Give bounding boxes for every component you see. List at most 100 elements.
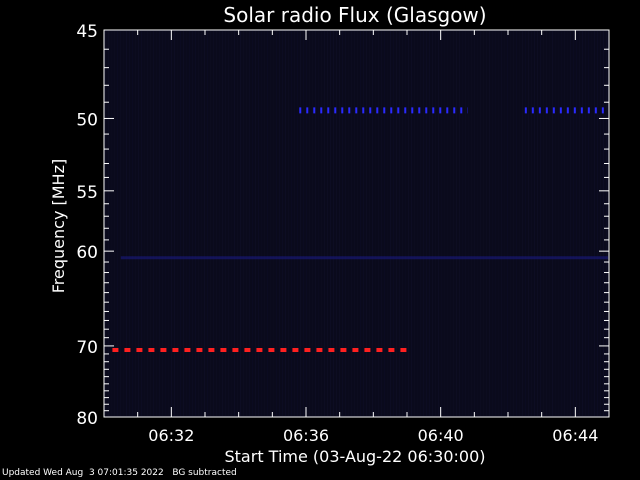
- noise-column: [273, 31, 274, 416]
- noise-column: [543, 31, 544, 416]
- noise-column: [432, 31, 433, 416]
- noise-column: [549, 31, 550, 416]
- noise-column: [417, 31, 418, 416]
- emission-features: [112, 107, 608, 352]
- footer-status: Updated Wed Aug 3 07:01:35 2022 BG subtr…: [2, 468, 237, 478]
- x-axis-label: Start Time (03-Aug-22 06:30:00): [225, 447, 486, 466]
- noise-column: [603, 31, 604, 416]
- noise-column: [267, 31, 268, 416]
- noise-column: [555, 31, 556, 416]
- noise-column: [237, 31, 238, 416]
- noise-column: [435, 31, 436, 416]
- noise-column: [195, 31, 196, 416]
- noise-column: [600, 31, 601, 416]
- noise-column: [546, 31, 547, 416]
- noise-column: [339, 31, 340, 416]
- noise-column: [405, 31, 406, 416]
- noise-column: [234, 31, 235, 416]
- noise-column: [126, 31, 127, 416]
- noise-column: [480, 31, 481, 416]
- y-tick-label: 80: [76, 409, 98, 429]
- noise-column: [540, 31, 541, 416]
- noise-column: [249, 31, 250, 416]
- noise-column: [516, 31, 517, 416]
- y-tick-label: 60: [76, 243, 98, 263]
- noise-column: [462, 31, 463, 416]
- noise-column: [159, 31, 160, 416]
- noise-column: [438, 31, 439, 416]
- noise-column: [504, 31, 505, 416]
- noise-column: [378, 31, 379, 416]
- noise-column: [489, 31, 490, 416]
- noise-column: [552, 31, 553, 416]
- noise-column: [132, 31, 133, 416]
- noise-column: [297, 31, 298, 416]
- noise-column: [117, 31, 118, 416]
- noise-column: [471, 31, 472, 416]
- noise-column: [228, 31, 229, 416]
- noise-column: [153, 31, 154, 416]
- noise-column: [444, 31, 445, 416]
- noise-column: [441, 31, 442, 416]
- noise-column: [390, 31, 391, 416]
- y-axis-label: Frequency [MHz]: [49, 159, 68, 293]
- noise-column: [351, 31, 352, 416]
- noise-column: [426, 31, 427, 416]
- noise-column: [315, 31, 316, 416]
- noise-column: [525, 31, 526, 416]
- noise-column: [105, 31, 106, 416]
- x-tick-label: 06:40: [418, 426, 464, 445]
- noise-column: [354, 31, 355, 416]
- noise-column: [276, 31, 277, 416]
- noise-column: [522, 31, 523, 416]
- noise-column: [360, 31, 361, 416]
- noise-column: [264, 31, 265, 416]
- noise-column: [288, 31, 289, 416]
- noise-column: [459, 31, 460, 416]
- noise-column: [558, 31, 559, 416]
- noise-column: [528, 31, 529, 416]
- noise-column: [120, 31, 121, 416]
- noise-column: [588, 31, 589, 416]
- noise-column: [324, 31, 325, 416]
- noise-column: [384, 31, 385, 416]
- noise-column: [573, 31, 574, 416]
- noise-column: [213, 31, 214, 416]
- noise-column: [114, 31, 115, 416]
- noise-column: [393, 31, 394, 416]
- noise-column: [375, 31, 376, 416]
- noise-column: [477, 31, 478, 416]
- noise-column: [348, 31, 349, 416]
- bg-note: BG subtracted: [172, 468, 237, 478]
- noise-column: [492, 31, 493, 416]
- noise-column: [537, 31, 538, 416]
- noise-column: [399, 31, 400, 416]
- noise-column: [108, 31, 109, 416]
- noise-column: [567, 31, 568, 416]
- noise-column: [453, 31, 454, 416]
- noise-column: [174, 31, 175, 416]
- y-tick-label: 50: [76, 110, 98, 130]
- noise-column: [303, 31, 304, 416]
- noise-column: [258, 31, 259, 416]
- x-axis: 06:32 06:36 06:40 06:44: [137, 30, 598, 445]
- noise-column: [318, 31, 319, 416]
- noise-column: [141, 31, 142, 416]
- noise-column: [606, 31, 607, 416]
- noise-column: [336, 31, 337, 416]
- noise-column: [366, 31, 367, 416]
- noise-column: [285, 31, 286, 416]
- x-tick-label: 06:32: [148, 426, 194, 445]
- noise-column: [147, 31, 148, 416]
- y-axis: 45 50 55 60 70 80: [76, 22, 609, 429]
- noise-column: [201, 31, 202, 416]
- noise-column: [465, 31, 466, 416]
- noise-column: [531, 31, 532, 416]
- noise-column: [468, 31, 469, 416]
- noise-column: [411, 31, 412, 416]
- noise-column: [312, 31, 313, 416]
- noise-column: [561, 31, 562, 416]
- chart-title: Solar radio Flux (Glasgow): [223, 3, 486, 27]
- noise-column: [168, 31, 169, 416]
- noise-column: [345, 31, 346, 416]
